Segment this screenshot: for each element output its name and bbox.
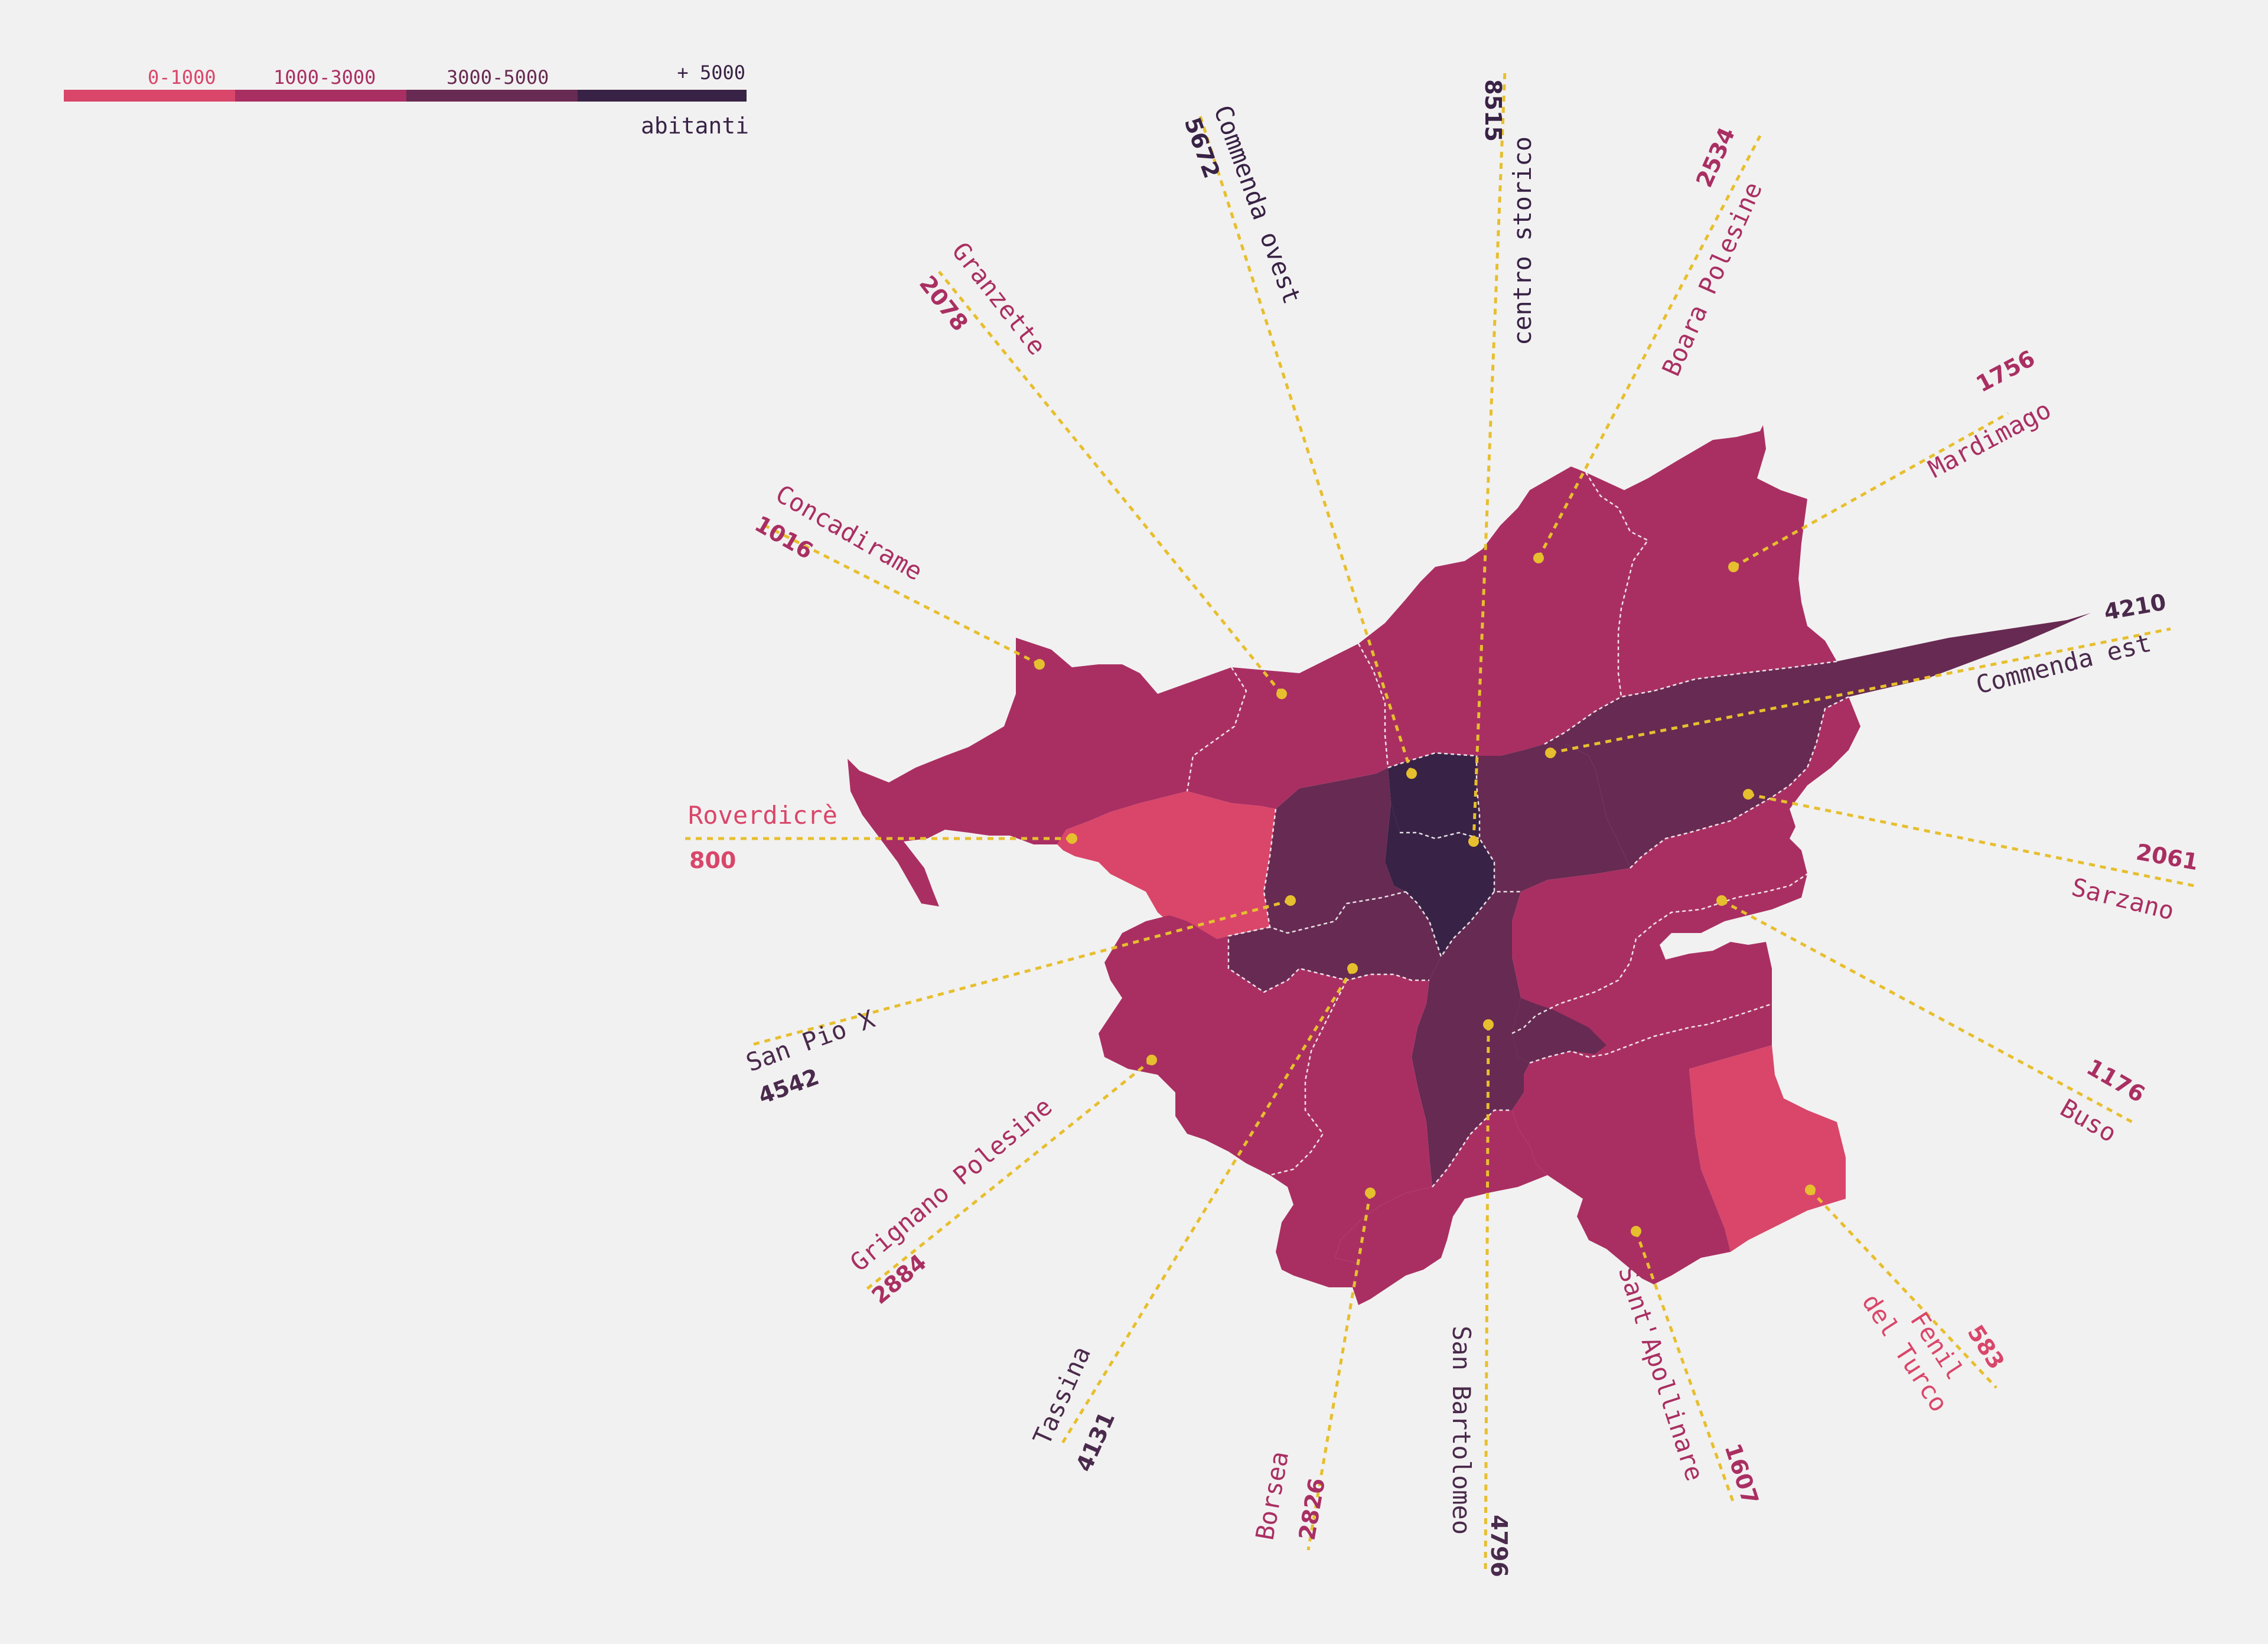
leader-line-commenda-est (1550, 627, 2171, 755)
region-buso[interactable] (1512, 874, 1807, 1063)
marker-dot-concadirame[interactable] (1034, 659, 1045, 670)
region-commenda-ovest[interactable] (1388, 753, 1480, 839)
district-name-san-bartolomeo: San Bartolomeo (1447, 1326, 1476, 1535)
legend-label-1000-3000: 1000-3000 (273, 66, 376, 89)
map-regions (848, 425, 2091, 1305)
district-value-borsea: 2826 (1294, 1476, 1331, 1542)
leader-line-granzette (938, 270, 1283, 695)
annotation-san-bartolomeo: San Bartolomeo 4796 (1447, 1019, 1512, 1577)
region-concadirame[interactable] (848, 638, 1246, 906)
district-name-borsea: Borsea (1250, 1449, 1295, 1542)
annotation-roverdicre: Roverdicrè 800 (685, 801, 1077, 873)
district-value-boara-polesine: 2534 (1691, 123, 1740, 191)
region-san-pio-x[interactable] (1264, 768, 1406, 933)
region-commenda-est-inner[interactable] (1477, 744, 1630, 892)
district-value-mardimago: 1756 (1972, 345, 2039, 397)
legend-swatch-0-1000 (64, 90, 235, 102)
marker-dot-granzette[interactable] (1276, 689, 1287, 699)
district-name-buso: Buso (2055, 1093, 2122, 1148)
region-san-bartolomeo-east[interactable] (1512, 998, 1606, 1063)
legend-unit-label: abitanti (641, 113, 749, 139)
leader-line-centro-storico (1472, 70, 1507, 842)
district-borders (1186, 472, 1849, 1188)
region-commenda-est[interactable] (1544, 613, 2091, 868)
district-value-sant-apollinare: 1607 (1719, 1440, 1764, 1508)
legend-label-5000-plus: + 5000 (677, 61, 745, 84)
region-san-bartolomeo[interactable] (1412, 892, 1530, 1187)
district-name-grignano-polesine: Grignano Polesine (845, 1092, 1058, 1277)
district-value-commenda-est: 4210 (2102, 589, 2168, 625)
legend-swatch-1000-3000 (235, 90, 406, 102)
region-tassina[interactable] (1228, 892, 1441, 992)
leader-line-grignano-polesine (864, 1059, 1153, 1291)
district-value-centro-storico: 8515 (1480, 79, 1506, 142)
legend-label-0-1000: 0-1000 (148, 66, 216, 89)
leader-line-fenil-del-turco (1809, 1189, 1997, 1389)
district-value-tassina: 4131 (1071, 1408, 1120, 1476)
leader-line-commenda-ovest (1197, 112, 1413, 774)
district-name-commenda-ovest: Commenda ovest (1208, 102, 1307, 308)
leader-line-buso (1720, 899, 2133, 1124)
district-name-mardimago: Mardimago (1924, 395, 2056, 484)
leader-line-sant-apollinare (1634, 1231, 1735, 1503)
marker-dot-sarzano[interactable] (1743, 789, 1754, 800)
district-name-roverdicre: Roverdicrè (688, 801, 838, 830)
district-value-granzette: 2078 (914, 270, 973, 335)
district-name-sarzano: Sarzano (2069, 872, 2178, 925)
leader-line-mardimago (1732, 412, 2009, 569)
marker-dot-tassina[interactable] (1347, 963, 1358, 974)
district-name-centro-storico: centro storico (1508, 136, 1537, 345)
region-mardimago[interactable] (1586, 425, 1837, 697)
marker-dot-san-bartolomeo[interactable] (1483, 1019, 1494, 1030)
district-name-fenil-del-turco: Fenildel Turco (1856, 1272, 1980, 1417)
leader-line-san-bartolomeo (1484, 1024, 1490, 1571)
marker-dot-roverdicre[interactable] (1067, 833, 1077, 844)
district-value-san-bartolomeo: 4796 (1486, 1515, 1512, 1577)
leader-line-concadirame (758, 521, 1041, 666)
district-value-sarzano: 2061 (2134, 839, 2200, 876)
leader-line-san-pio-x (750, 899, 1291, 1047)
district-value-fenil-del-turco: 583 (1962, 1320, 2009, 1374)
district-name-boara-polesine: Boara Polesine (1656, 178, 1768, 380)
marker-dot-commenda-est[interactable] (1545, 748, 1556, 758)
marker-dot-buso[interactable] (1716, 895, 1727, 906)
marker-dot-mardimago[interactable] (1728, 562, 1739, 572)
legend-swatch-3000-5000 (406, 90, 578, 102)
marker-dot-boara-polesine[interactable] (1533, 553, 1544, 563)
district-name-sant-apollinare: Sant'Apollinare (1612, 1263, 1709, 1485)
marker-dot-fenil-del-turco[interactable] (1805, 1185, 1816, 1195)
marker-dot-sant-apollinare[interactable] (1631, 1226, 1641, 1237)
leader-line-sarzano (1748, 792, 2195, 888)
region-centro-storico[interactable] (1385, 803, 1494, 957)
region-sant-apollinare[interactable] (1512, 1004, 1772, 1284)
annotation-sant-apollinare: Sant'Apollinare 1607 (1612, 1226, 1764, 1508)
marker-dot-grignano-polesine[interactable] (1146, 1055, 1157, 1065)
region-grignano[interactable] (1099, 915, 1347, 1175)
leader-line-boara-polesine (1537, 135, 1762, 559)
region-borsea[interactable] (1270, 974, 1432, 1287)
marker-dot-borsea[interactable] (1365, 1188, 1376, 1198)
region-fenil[interactable] (1689, 1045, 1846, 1252)
district-value-roverdicre: 800 (689, 847, 736, 873)
leader-line-tassina (1058, 967, 1354, 1448)
region-roverdicre[interactable] (1057, 791, 1276, 939)
marker-dot-centro-storico[interactable] (1468, 836, 1479, 847)
region-boara[interactable] (1358, 467, 1648, 768)
region-borsea-south[interactable] (1335, 1110, 1547, 1305)
annotation-fenil-del-turco: Fenildel Turco 583 (1805, 1185, 2010, 1417)
region-sarzano[interactable] (1512, 697, 1860, 1033)
legend-label-3000-5000: 3000-5000 (447, 66, 549, 89)
legend-swatch-5000-plus (578, 90, 747, 102)
region-granzette[interactable] (1187, 644, 1388, 809)
legend: 0-1000 1000-3000 3000-5000 + 5000 abitan… (64, 61, 749, 139)
leader-line-borsea (1306, 1192, 1372, 1551)
marker-dot-commenda-ovest[interactable] (1406, 768, 1417, 779)
marker-dot-san-pio-x[interactable] (1285, 895, 1296, 906)
